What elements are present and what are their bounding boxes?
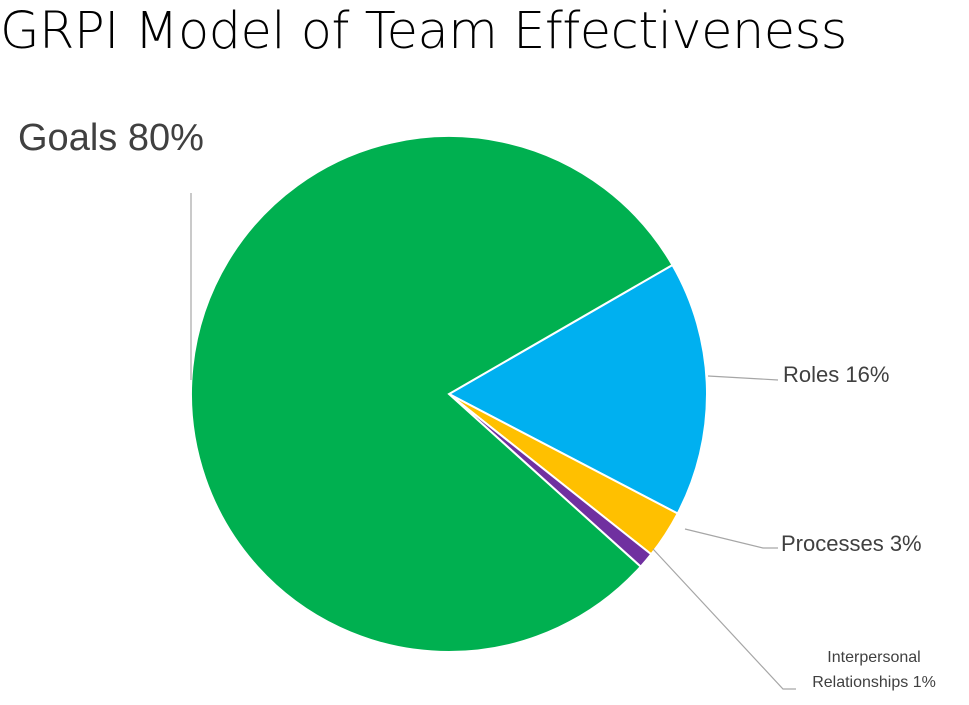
leader-interpersonal <box>652 548 796 690</box>
label-goals: Goals 80% <box>18 117 204 159</box>
label-interpersonal-line1: Interpersonal <box>827 649 920 666</box>
leader-lines <box>190 193 796 690</box>
label-interpersonal-line2: Relationships 1% <box>812 674 936 691</box>
slice-labels: Goals 80% Roles 16% Processes 3% Interpe… <box>18 117 936 691</box>
page-title: GRPI Model of Team Effectiveness <box>0 2 847 61</box>
leader-roles <box>707 375 779 381</box>
leader-processes <box>684 528 778 549</box>
label-processes: Processes 3% <box>781 531 922 556</box>
pie-slices <box>190 135 708 653</box>
slice-goals <box>190 135 674 653</box>
slice-roles <box>446 263 708 515</box>
label-roles: Roles 16% <box>783 362 889 387</box>
